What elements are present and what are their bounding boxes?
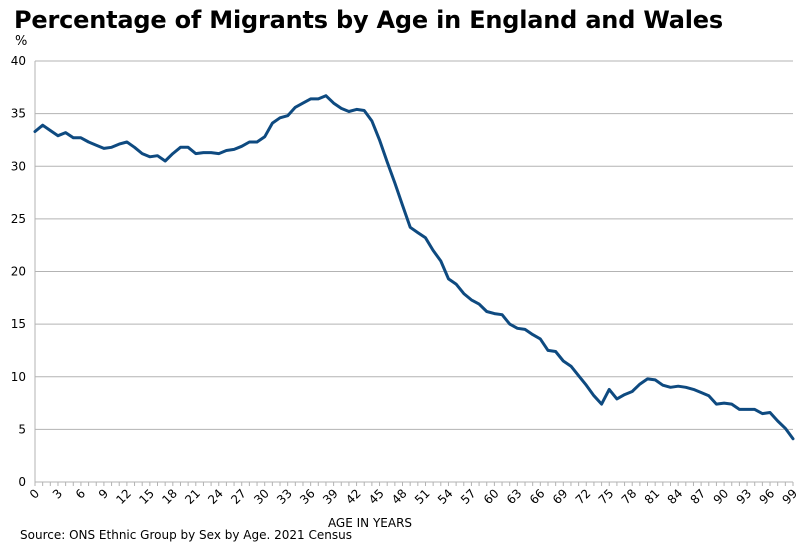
y-tick-label: 30 (11, 159, 26, 173)
x-tick-label: 81 (642, 486, 663, 507)
series (33, 94, 795, 441)
x-tick-label: 57 (458, 486, 479, 507)
x-tick-label: 21 (182, 486, 203, 507)
x-tick-label: 72 (573, 486, 594, 507)
y-tick-label: 20 (11, 265, 26, 279)
y-tick-label: 15 (11, 317, 26, 331)
series-line (33, 94, 795, 441)
x-tick-label: 9 (96, 486, 111, 501)
x-tick-label: 75 (596, 486, 617, 507)
x-tick-label: 69 (550, 486, 571, 507)
x-tick-label: 63 (504, 486, 525, 507)
x-tick-label: 0 (27, 486, 42, 501)
source-note: Source: ONS Ethnic Group by Sex by Age. … (20, 528, 352, 542)
x-tick-label: 33 (274, 486, 295, 507)
x-tick-label: 42 (343, 486, 364, 507)
x-tick-label: 93 (734, 486, 755, 507)
x-tick-label: 87 (688, 486, 709, 507)
gridlines (35, 60, 793, 430)
x-tick-labels: 0 3 6 9 12 15 18 21 24 27 30 33 36 39 42 45 48 51 54 57 60 63… (27, 486, 800, 507)
y-tick-label: 25 (11, 212, 26, 226)
y-tick-label: 35 (11, 107, 26, 121)
x-tick-label: 15 (136, 486, 157, 507)
y-tick-label: 0 (18, 475, 26, 489)
y-tick-label: 10 (11, 370, 26, 384)
y-tick-label: 40 (11, 54, 26, 68)
x-axis-label: AGE IN YEARS (328, 516, 412, 530)
x-tick-label: 3 (50, 486, 65, 501)
x-tick-label: 54 (435, 486, 456, 507)
x-tick-label: 39 (320, 486, 341, 507)
x-tick-label: 96 (757, 486, 778, 507)
x-tick-label: 27 (228, 486, 249, 507)
x-tick-label: 60 (481, 486, 502, 507)
y-axis-unit-label: % (15, 34, 28, 49)
x-tick-label: 84 (665, 486, 686, 507)
x-tick-label: 30 (251, 486, 272, 507)
x-tick-label: 12 (113, 486, 134, 507)
axes (34, 61, 794, 486)
x-tick-label: 6 (73, 486, 88, 501)
y-tick-label: 5 (18, 422, 26, 436)
x-tick-label: 51 (412, 486, 433, 507)
x-tick-label: 45 (366, 486, 387, 507)
x-tick-label: 66 (527, 486, 548, 507)
x-tick-label: 90 (711, 486, 732, 507)
x-tick-label: 48 (389, 486, 410, 507)
x-tick-label: 99 (780, 486, 801, 507)
x-tick-label: 24 (205, 486, 226, 507)
chart-title: Percentage of Migrants by Age in England… (14, 6, 723, 34)
y-tick-labels: 0 5 10 15 20 25 30 35 40 (11, 54, 26, 489)
x-tick-label: 36 (297, 486, 318, 507)
x-tick-label: 18 (159, 486, 180, 507)
x-tick-label: 78 (619, 486, 640, 507)
